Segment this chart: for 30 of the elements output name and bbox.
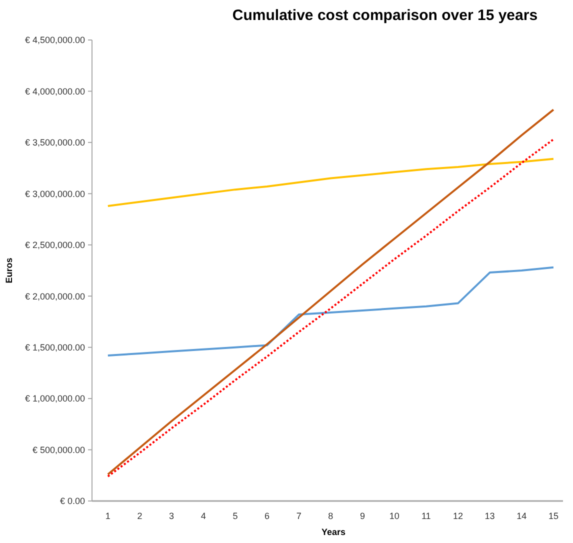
- x-axis-title: Years: [321, 527, 346, 537]
- x-tick-label: 1: [105, 511, 110, 521]
- x-tick-label: 8: [328, 511, 334, 521]
- y-tick-label: € 1,500,000.00: [24, 342, 85, 352]
- x-tick-label: 9: [360, 511, 366, 521]
- x-tick-label: 14: [516, 511, 527, 521]
- x-tick-label: 10: [389, 511, 400, 521]
- chart-title: Cumulative cost comparison over 15 years: [232, 7, 538, 24]
- y-tick-label: € 3,500,000.00: [24, 138, 85, 148]
- y-tick-label: € 2,000,000.00: [24, 291, 85, 302]
- y-tick-label: € 500,000.00: [32, 444, 85, 455]
- x-tick-label: 3: [169, 511, 174, 521]
- x-tick-label: 13: [484, 511, 495, 521]
- x-tick-label: 11: [421, 511, 431, 521]
- y-tick-label: € 2,500,000.00: [24, 240, 85, 250]
- x-tick-label: 4: [200, 511, 206, 521]
- y-tick-label: € 4,500,000.00: [24, 35, 85, 46]
- x-tick-label: 7: [296, 511, 302, 521]
- x-tick-label: 2: [137, 511, 142, 521]
- y-tick-label: € 0.00: [60, 496, 85, 506]
- line-series: [106, 158, 554, 207]
- y-tick-label: € 1,000,000.00: [24, 394, 85, 404]
- x-tick-label: 5: [232, 511, 238, 521]
- line-series: [106, 266, 554, 357]
- x-tick-label: 6: [264, 511, 270, 521]
- y-tick-label: € 4,000,000.00: [24, 86, 85, 96]
- x-tick-label: 12: [452, 511, 463, 521]
- x-tick-label: 15: [548, 511, 558, 521]
- y-axis-title: Euros: [4, 258, 14, 284]
- y-tick-label: € 3,000,000.00: [24, 188, 85, 199]
